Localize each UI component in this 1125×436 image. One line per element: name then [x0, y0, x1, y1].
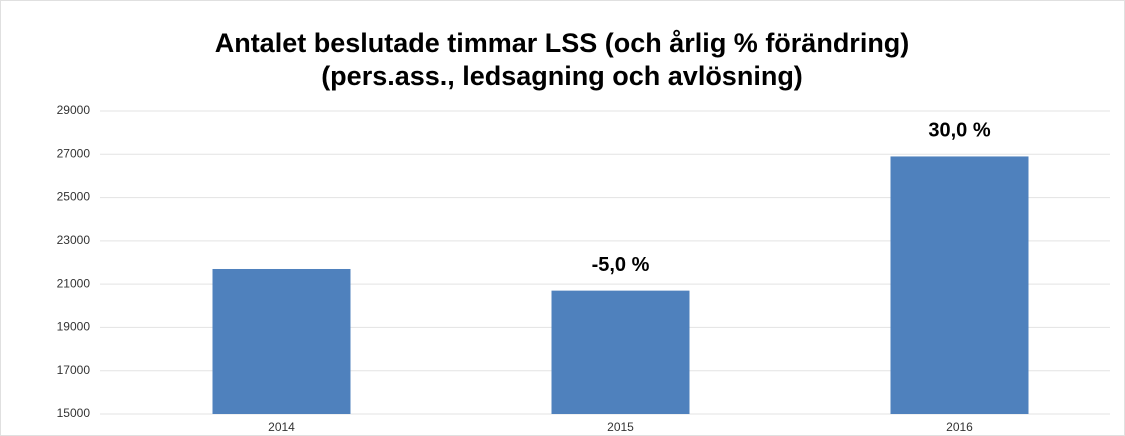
y-tick-label: 19000 [57, 320, 91, 334]
y-tick-label: 29000 [57, 103, 91, 117]
x-tick-label: 2014 [268, 420, 295, 434]
x-tick-label: 2016 [946, 420, 973, 434]
y-tick-label: 27000 [57, 146, 91, 160]
y-tick-label: 25000 [57, 190, 91, 204]
annotation: 30,0 % [928, 120, 990, 142]
y-tick-label: 15000 [57, 406, 91, 420]
chart-title: (pers.ass., ledsagning och avlösning) [321, 61, 803, 91]
y-tick-label: 17000 [57, 363, 91, 377]
bar [551, 290, 690, 414]
x-tick-label: 2015 [607, 420, 634, 434]
annotation: -5,0 % [592, 254, 650, 276]
bar [890, 156, 1029, 414]
chart-title: Antalet beslutade timmar LSS (och årlig … [215, 28, 910, 58]
bar [212, 268, 351, 414]
y-tick-label: 21000 [57, 276, 91, 290]
y-tick-label: 23000 [57, 233, 91, 247]
